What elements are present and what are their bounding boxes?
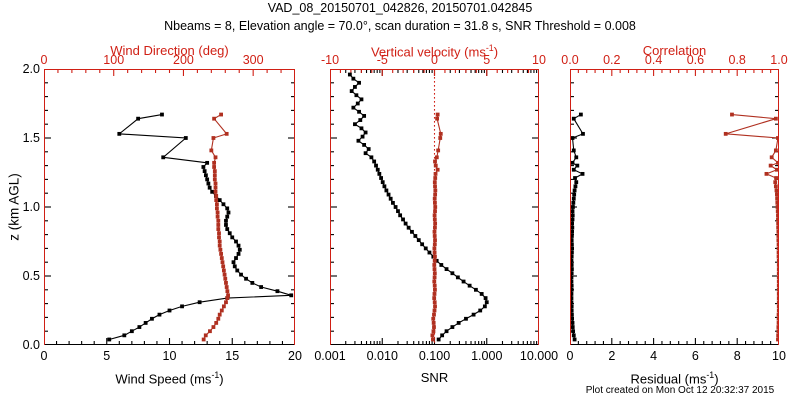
panel1-top-tick-label: 100 — [103, 53, 125, 67]
panel2-top-tick-label: 5 — [483, 53, 491, 67]
panel2-top-tick-label: 0 — [431, 53, 438, 67]
panel3-top-tick-label: 0.2 — [603, 53, 621, 67]
y-tick-label: 1.5 — [22, 131, 40, 145]
y-tick-label: 0.5 — [22, 269, 40, 283]
y-tick-label: 2.0 — [22, 62, 40, 76]
panel1-top-tick-label: 300 — [242, 53, 264, 67]
panel2-top-tick-label: -10 — [320, 53, 340, 67]
panel3-bottom-tick-label: 6 — [691, 349, 699, 363]
panel1-top-tick-label: 200 — [173, 53, 194, 67]
panel2-plot-area — [330, 69, 539, 345]
panel1-bottom-tick-label: 20 — [288, 349, 302, 363]
panel2-top-tick-label: 10 — [532, 53, 546, 67]
panel2-top-axis-title: Vertical velocity (ms-1) — [370, 43, 499, 60]
panel3-top-axis-title: Correlation — [642, 43, 707, 58]
panel1-bottom-tick-label: 0 — [40, 349, 48, 363]
panel1-top-axis-title: Wind Direction (deg) — [110, 43, 229, 58]
plot-title: VAD_08_20150701_042826, 20150701.042845 — [267, 1, 533, 15]
panel3-bottom-axis-title: Residual (ms-1) — [630, 370, 719, 387]
panel2-bottom-tick-label: 0.001 — [314, 349, 346, 363]
panel1-plot-area — [44, 69, 295, 345]
y-tick-label: 0.0 — [22, 338, 40, 352]
panel2-bottom-tick-label: 10.000 — [519, 349, 559, 363]
plot-created-note: Plot created on Mon Oct 12 20:32:37 2015 — [585, 385, 775, 396]
panel1-bottom-tick-label: 5 — [103, 349, 111, 363]
plot-subtitle: Nbeams = 8, Elevation angle = 70.0°, sca… — [164, 19, 636, 33]
panel2-bottom-tick-label: 0.100 — [418, 349, 451, 363]
panel2-top-tick-label: -5 — [376, 53, 388, 67]
panel3-bottom-tick-label: 2 — [608, 349, 616, 363]
panel3-top-tick-label: 0.4 — [644, 53, 663, 67]
panel3-bottom-tick-label: 8 — [733, 349, 741, 363]
panel1-top-tick-label: 0 — [40, 53, 48, 67]
panel1-bottom-tick-label: 15 — [225, 349, 240, 363]
panel1-bottom-axis-title: Wind Speed (ms-1) — [115, 370, 224, 387]
y-tick-label: 1.0 — [22, 200, 40, 214]
panel3-bottom-tick-label: 4 — [650, 349, 658, 363]
panel3-bottom-tick-label: 10 — [772, 349, 786, 363]
panel3-plot-area — [570, 69, 779, 345]
panel3-bottom-tick-label: 0 — [566, 349, 574, 363]
panel-wind — [44, 69, 295, 345]
panel2-bottom-axis-title: SNR — [420, 370, 449, 385]
panel2-bottom-tick-label: 0.010 — [366, 349, 398, 363]
panel3-top-tick-label: 0.0 — [561, 53, 579, 67]
panel2-bottom-tick-label: 1.000 — [471, 349, 503, 363]
panel-snr — [330, 69, 539, 345]
panel-residual — [570, 69, 779, 345]
panel3-top-tick-label: 1.0 — [770, 53, 788, 67]
panel1-bottom-tick-label: 10 — [162, 349, 177, 363]
panel3-top-tick-label: 0.8 — [728, 53, 746, 67]
panel3-top-tick-label: 0.6 — [686, 53, 705, 67]
